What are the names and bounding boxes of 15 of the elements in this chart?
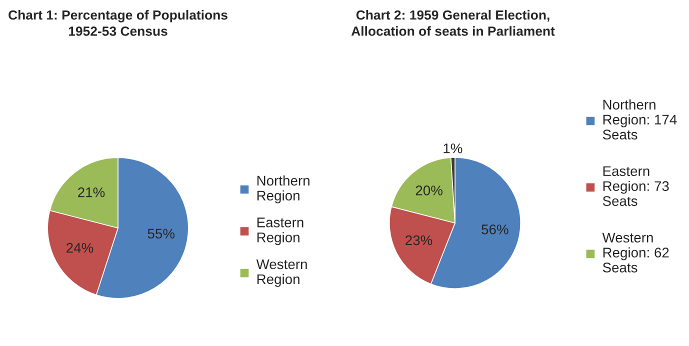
legend-label: Western Region: 62 Seats (602, 232, 669, 272)
legend-label: Northern Region (257, 175, 310, 204)
data-label: 20% (416, 186, 442, 196)
chart-title: Chart 1: Percentage of Populations 1952-53 Census (8, 10, 228, 36)
data-label: 24% (66, 242, 94, 253)
chart-title: Chart 2: 1959 General Election, Allocation of seats in Parliament (351, 10, 555, 36)
data-label: 21% (78, 187, 105, 198)
data-label: 1% (444, 144, 462, 154)
data-label: 23% (406, 235, 432, 246)
legend-label: Northern Region: 174 Seats (602, 99, 677, 140)
legend-label: Eastern Region (257, 218, 304, 246)
data-label: 55% (148, 228, 175, 239)
legend-label: Western Region (256, 259, 307, 287)
legend-label: Eastern Region: 73 Seats (602, 166, 669, 206)
data-label: 56% (482, 224, 508, 234)
